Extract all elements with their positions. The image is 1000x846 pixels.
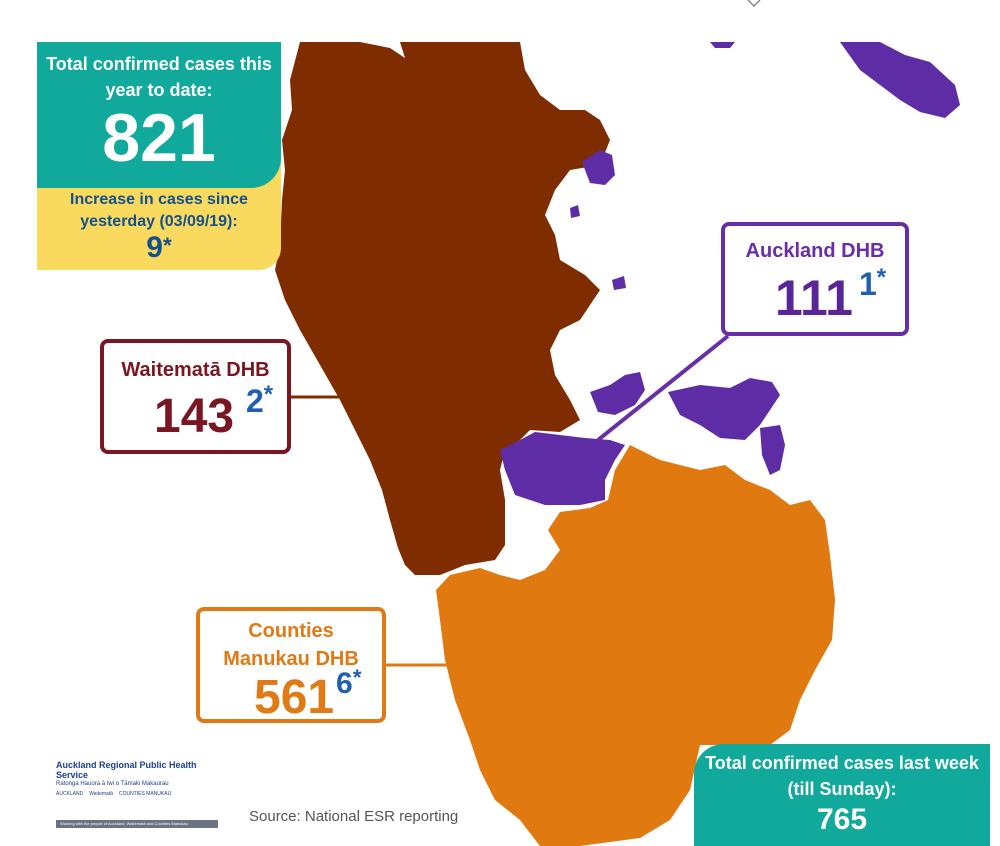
partner-auckland-logo: AUCKLAND [56, 791, 84, 797]
waitemata-dhb-box: Waitematā DHB 143 2* [100, 339, 291, 454]
auckland-dhb-increase-wrap: 1* [859, 264, 887, 303]
waitemata-dhb-increase-wrap: 2* [246, 381, 274, 420]
auckland-dhb-star: * [876, 264, 887, 291]
counties-manukau-dhb-name: Counties Manukau DHB [223, 620, 359, 670]
counties-manukau-dhb-increase-wrap: 6* [336, 665, 362, 701]
increase-since-yesterday: Increase in cases since yesterday (03/09… [37, 188, 281, 270]
last-week-panel: Total confirmed cases last week (till Su… [694, 744, 990, 846]
island-east [760, 425, 785, 475]
counties-manukau-dhb-box: Counties Manukau DHB 561 6* [196, 607, 386, 724]
auckland-dhb-box: Auckland DHB 111 1* [721, 222, 909, 336]
chevron-down-icon [747, 0, 761, 8]
rangitoto-island [590, 372, 645, 415]
partner-waitemata-logo: Waitematā [89, 791, 113, 797]
counties-manukau-dhb-increase: 6 [336, 667, 353, 700]
partner-counties-logo: COUNTIES MANUKAU [118, 791, 172, 797]
total-cases-year-to-date: Total confirmed cases this year to date:… [37, 42, 281, 188]
increase-value-wrap: 9* [37, 233, 281, 263]
arphs-logo: Auckland Regional Public Health Service … [56, 760, 222, 828]
waitemata-dhb-cases: 143 [154, 390, 235, 443]
total-cases-panel: Total confirmed cases this year to date:… [37, 42, 281, 270]
logo-subtitle: Ratonga Hauora ā Iwi o Tāmaki Makaurau [56, 781, 169, 787]
auckland-dhb-cases: 111 [775, 270, 853, 326]
counties-manukau-dhb-cases: 561 [254, 671, 335, 724]
counties-manukau-region [436, 445, 835, 846]
waitemata-region [275, 42, 610, 575]
logo-partners: AUCKLAND Waitematā COUNTIES MANUKAU [56, 791, 222, 797]
auckland-dhb-name: Auckland DHB [745, 240, 885, 262]
waitemata-dhb-increase: 2 [246, 383, 264, 419]
counties-manukau-dhb-star: * [352, 665, 362, 690]
last-week-value: 765 [816, 803, 868, 836]
great-barrier-island [840, 42, 960, 118]
increase-value: 9 [146, 231, 163, 264]
source-note: Source: National ESR reporting [249, 808, 459, 825]
island-small-2 [570, 205, 580, 218]
island-top [710, 42, 735, 48]
increase-label: Increase in cases since yesterday (03/09… [70, 191, 248, 230]
waitemata-dhb-star: * [263, 381, 274, 408]
island-small-1 [612, 276, 626, 290]
total-cases-value: 821 [102, 100, 216, 176]
logo-footer: Working with the people of Auckland, Wai… [56, 820, 218, 828]
logo-title: Auckland Regional Public Health Service [56, 760, 197, 780]
waitemata-dhb-name: Waitematā DHB [121, 359, 270, 381]
auckland-connector-line [596, 334, 730, 442]
increase-star: * [162, 233, 172, 258]
total-cases-label: Total confirmed cases this year to date: [46, 54, 272, 100]
last-week-label: Total confirmed cases last week (till Su… [705, 753, 979, 799]
island-north [582, 150, 615, 185]
auckland-isthmus-region [500, 432, 625, 505]
auckland-dhb-increase: 1 [859, 266, 877, 302]
waiheke-island [668, 378, 780, 440]
